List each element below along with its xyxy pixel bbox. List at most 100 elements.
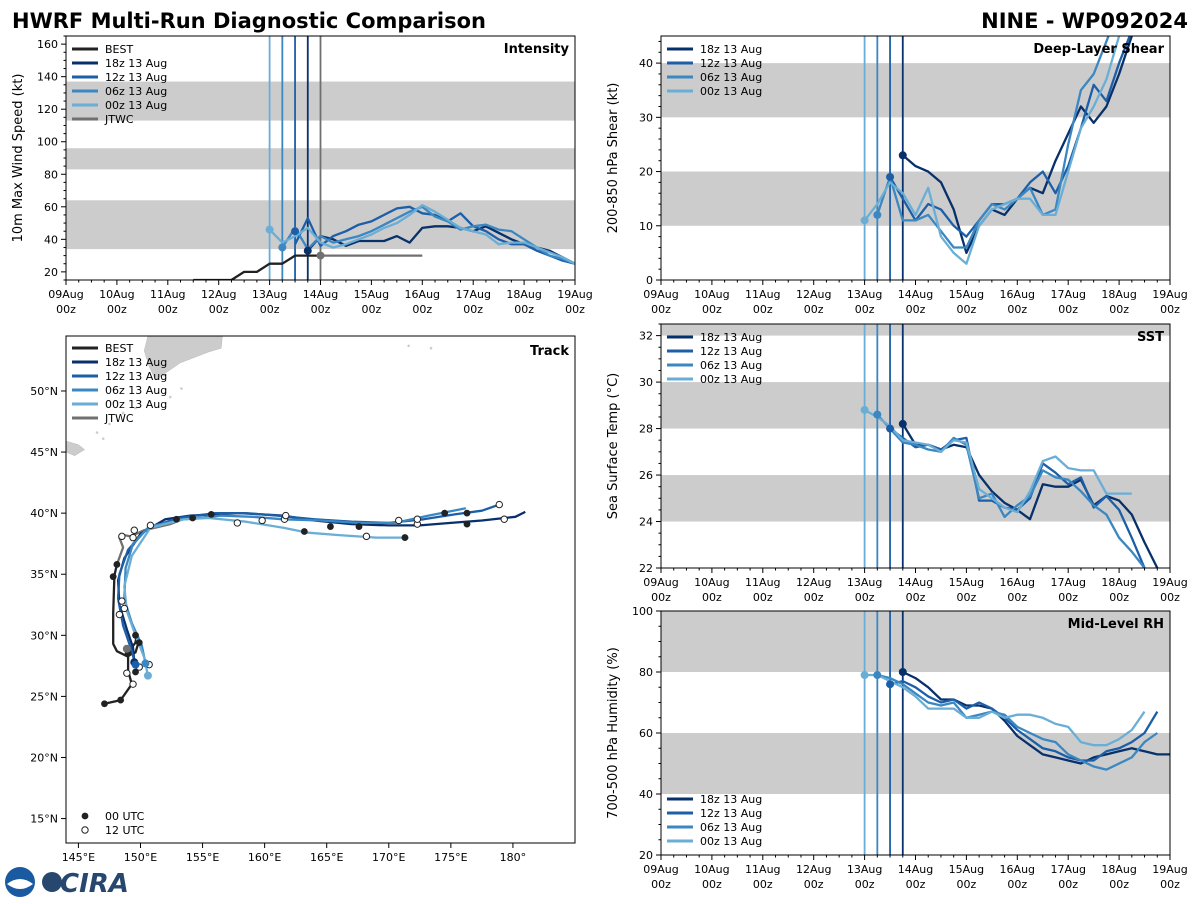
intensity-x-tick-sublabel: 00z [56,303,76,316]
track-x-tick-label: 175°E [434,851,467,864]
rh-series-r12 [889,679,1159,762]
island [134,406,137,410]
intensity-init-marker [278,243,287,252]
intensity-legend-label: 12z 13 Aug [105,71,167,84]
intensity-y-tick-label: 100 [37,136,58,149]
shear-series-group [863,36,1134,265]
shear-x-tick-sublabel: 00z [651,303,671,316]
track-x-tick-label: 165°E [310,851,343,864]
intensity-y-tick-label: 40 [44,233,58,246]
rh-x-tick-sublabel: 00z [1058,878,1078,891]
track-point-00utc [463,520,471,528]
intensity-series-r00 [268,204,575,265]
intensity-y-tick-label: 80 [44,168,58,181]
rh-panel: 09Aug 00z 10Aug 00z 11Aug 00z 12Aug 00z 13Aug 00z… [606,605,1188,891]
sst-init-marker [873,410,882,419]
rh-series-r18 [902,670,1170,765]
sst-panel-title: SST [1137,330,1164,345]
intensity-init-marker [291,227,300,236]
track-point-12utc [118,532,126,541]
shear-x-tick-label: 12Aug [796,288,831,301]
track-init-point [122,644,131,653]
intensity-legend-label: 06z 13 Aug [105,85,167,98]
track-init-point [143,671,152,680]
shear-init-marker [886,172,895,181]
sst-series-group [864,408,1159,568]
sst-x-tick-label: 09Aug [643,576,678,589]
sst-panel: 09Aug 00z 10Aug 00z 11Aug 00z 12Aug 00z 13Aug 00z… [606,323,1188,604]
rh-x-tick-label: 16Aug [1000,863,1035,876]
rh-panel-title: Mid-Level RH [1068,617,1164,632]
shear-series-r00 [863,36,1121,265]
rh-legend-label: 18z 13 Aug [700,793,762,806]
rh-band [661,611,1170,672]
track-point-00utc [113,561,121,568]
sst-x-tick-label: 18Aug [1101,576,1136,589]
intensity-x-tick-sublabel: 00z [107,303,127,316]
track-x-tick-label: 150°E [124,851,157,864]
sst-y-tick-label: 26 [639,469,653,482]
rh-y-tick-label: 20 [639,849,653,862]
shear-x-tick-sublabel: 00z [804,303,824,316]
track-y-tick-label: 30°N [30,629,58,642]
shear-series-r06 [876,36,1110,249]
island [95,431,99,434]
rh-x-tick-sublabel: 00z [1007,878,1027,891]
shear-x-tick-sublabel: 00z [855,303,875,316]
shear-init-marker [873,210,882,219]
intensity-x-tick-sublabel: 00z [412,303,432,316]
shear-x-tick-label: 13Aug [847,288,882,301]
track-legend-label: BEST [105,342,133,355]
track-x-tick-label: 155°E [186,851,219,864]
rh-x-tick-sublabel: 00z [804,878,824,891]
track-point-12utc [130,526,138,534]
sst-x-tick-label: 19Aug [1152,576,1187,589]
island [429,346,433,350]
rh-series-group [864,670,1170,771]
sst-x-tick-label: 12Aug [796,576,831,589]
rh-x-tick-label: 17Aug [1050,863,1085,876]
sst-init-marker [898,419,907,428]
track-legend-label: 18z 13 Aug [105,356,167,369]
rh-x-tick-label: 12Aug [796,863,831,876]
rh-y-tick-label: 100 [632,605,653,618]
shear-legend-label: 12z 13 Aug [700,57,762,70]
intensity-x-tick-label: 10Aug [99,288,134,301]
rh-x-tick-label: 11Aug [745,863,780,876]
intensity-legend-label: 18z 13 Aug [105,57,167,70]
track-point-12utc [413,515,422,523]
track-panel: 145°E 150°E 155°E 160°E 165°E 170°E 175°E 180° 1… [30,335,576,864]
shear-legend-label: 18z 13 Aug [700,43,762,56]
intensity-x-tick-label: 11Aug [150,288,185,301]
sst-x-tick-label: 16Aug [1000,576,1035,589]
sst-x-tick-label: 10Aug [694,576,729,589]
intensity-x-tick-sublabel: 00z [514,303,534,316]
rh-init-marker [886,680,895,689]
track-point-00utc [173,515,180,523]
shear-x-tick-sublabel: 00z [753,303,773,316]
sst-x-tick-label: 13Aug [847,576,882,589]
intensity-init-marker [265,225,274,234]
land-mass [143,336,223,381]
sst-y-tick-label: 28 [639,423,653,436]
track-point-12utc [495,500,503,509]
track-point-00utc [207,510,215,518]
rh-x-tick-label: 13Aug [847,863,882,876]
track-point-12utc [129,533,137,542]
track-series-r12 [116,503,500,665]
sst-y-tick-label: 32 [639,330,653,343]
track-point-00utc [132,668,139,676]
intensity-x-tick-label: 17Aug [455,288,490,301]
intensity-series-r12 [294,205,575,265]
shear-x-tick-sublabel: 00z [1007,303,1027,316]
track-point-00utc [109,573,117,581]
intensity-y-tick-label: 20 [44,266,58,279]
track-point-12utc [500,515,508,523]
track-point-12utc [146,521,155,530]
shear-panel-title: Deep-Layer Shear [1033,42,1164,57]
rh-x-tick-sublabel: 00z [855,878,875,891]
track-y-tick-label: 50°N [30,385,58,398]
land-mass [66,440,86,456]
rh-x-tick-label: 10Aug [694,863,729,876]
track-series-jtwc [115,514,194,565]
